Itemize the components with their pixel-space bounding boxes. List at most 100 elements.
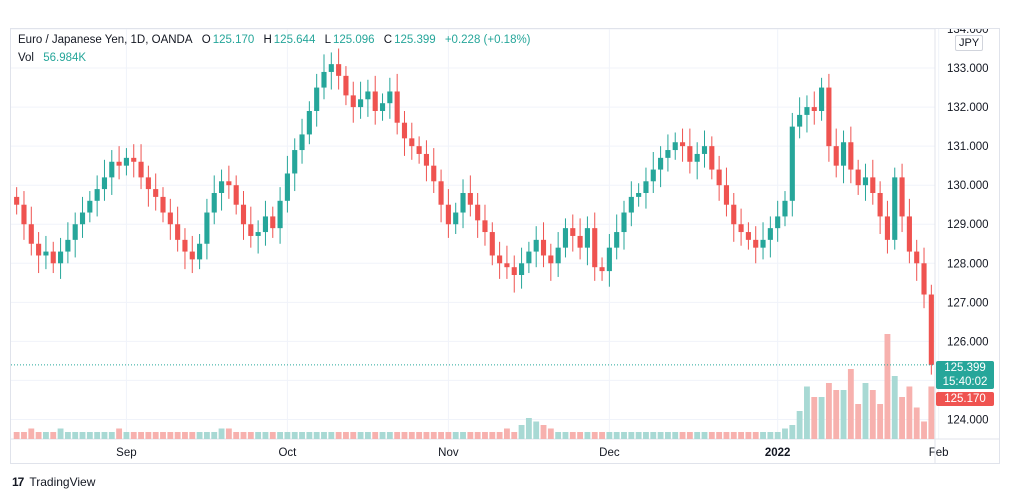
volume-bar (489, 432, 496, 439)
chart-frame[interactable]: 124.000125.000126.000127.000128.000129.0… (10, 28, 1000, 464)
last-price-label: 125.399 (936, 361, 994, 375)
volume-bar (555, 432, 562, 439)
candle-body (350, 95, 356, 108)
volume-bar (745, 432, 752, 439)
volume-bar (738, 432, 745, 439)
volume-bar (716, 432, 723, 439)
volume-bar (101, 432, 108, 439)
high-value: 125.644 (273, 34, 316, 46)
volume-bar (138, 432, 144, 439)
candle-body (672, 142, 678, 151)
candle-body (687, 146, 693, 162)
volume-bar (430, 432, 437, 439)
candle-body (460, 193, 466, 213)
volume-bar (28, 428, 35, 439)
y-tick-label: 124.000 (947, 414, 989, 426)
volume-bar (321, 432, 327, 439)
tradingview-logo[interactable]: 17 TradingView (12, 475, 95, 489)
candle-body (694, 153, 700, 162)
volume-bar (672, 432, 679, 439)
countdown-label: 15:40:02 (936, 375, 994, 389)
volume-bar (313, 432, 320, 439)
candle-body (716, 169, 722, 186)
volume-bar (591, 432, 598, 439)
candle-body (43, 251, 49, 256)
candle-body (840, 142, 847, 166)
volume-bar (350, 432, 357, 439)
candle-body (240, 204, 247, 225)
candle-body (453, 212, 459, 225)
symbol-title[interactable]: Euro / Japanese Yen, 1D, OANDA (18, 34, 193, 46)
volume-bar (584, 432, 591, 439)
y-tick-label: 133.000 (947, 63, 989, 75)
volume-bar (306, 432, 313, 439)
volume-bar (379, 432, 386, 439)
candle-body (797, 114, 803, 127)
candle-body (511, 267, 517, 275)
low-label: L (324, 34, 331, 46)
volume-bar (335, 432, 342, 439)
open-price-label: 125.170 (936, 392, 994, 406)
y-tick-label: 134.000 (947, 29, 989, 36)
open-value: 125.170 (212, 34, 255, 46)
volume-bar (284, 432, 291, 439)
low-value: 125.096 (332, 34, 375, 46)
volume-value: 56.984K (43, 52, 87, 64)
close-label: C (383, 34, 393, 46)
candle-body (679, 142, 686, 147)
candle-body (533, 239, 539, 252)
candle-body (906, 216, 912, 252)
volume-label[interactable]: Vol (18, 52, 34, 64)
candlestick-chart[interactable]: 124.000125.000126.000127.000128.000129.0… (11, 29, 999, 463)
tradingview-logo-icon: 17 (12, 475, 24, 489)
close-value: 125.399 (394, 34, 436, 46)
volume-bar (613, 432, 620, 439)
candle-body (665, 150, 671, 158)
candle-body (211, 193, 217, 213)
candle-body (394, 91, 400, 123)
candle-body (504, 263, 510, 268)
candle-body (650, 169, 656, 182)
volume-bar (189, 432, 196, 439)
candle-body (153, 189, 159, 197)
volume-bar (701, 432, 708, 439)
candle-body (79, 212, 86, 225)
volume-bar (833, 390, 840, 439)
volume-bar (401, 432, 408, 439)
candle-body (643, 181, 649, 193)
volume-bar (891, 376, 898, 439)
volume-legend: Vol 56.984K (18, 52, 88, 64)
volume-bar (386, 432, 393, 439)
candle-body (123, 157, 129, 166)
volume-bar (269, 432, 276, 439)
candle-body (87, 200, 93, 213)
volume-bar (460, 432, 466, 439)
candle-body (204, 212, 210, 244)
candle-body (58, 251, 64, 264)
volume-bar (840, 390, 847, 439)
volume-bar (152, 432, 159, 439)
candle-body (299, 134, 305, 151)
volume-bar (299, 432, 305, 439)
candle-body (233, 185, 239, 205)
high-label: H (263, 34, 272, 46)
candle-body (109, 161, 115, 178)
candle-body (262, 216, 269, 233)
volume-bar (467, 432, 474, 439)
volume-bar (218, 428, 225, 439)
y-tick-label: 126.000 (947, 336, 989, 348)
candle-body (321, 71, 327, 88)
candle-body (36, 243, 42, 256)
volume-bar (628, 432, 635, 439)
candle-body (475, 204, 481, 221)
candle-body (416, 146, 422, 154)
volume-bar (50, 432, 57, 439)
currency-badge[interactable]: JPY (955, 35, 984, 51)
y-tick-label: 129.000 (947, 219, 989, 231)
volume-bar (496, 432, 503, 439)
x-tick-label: Dec (599, 447, 620, 459)
volume-bar (760, 432, 766, 439)
volume-bar (277, 432, 284, 439)
candle-body (709, 146, 715, 170)
candle-body (336, 64, 342, 76)
